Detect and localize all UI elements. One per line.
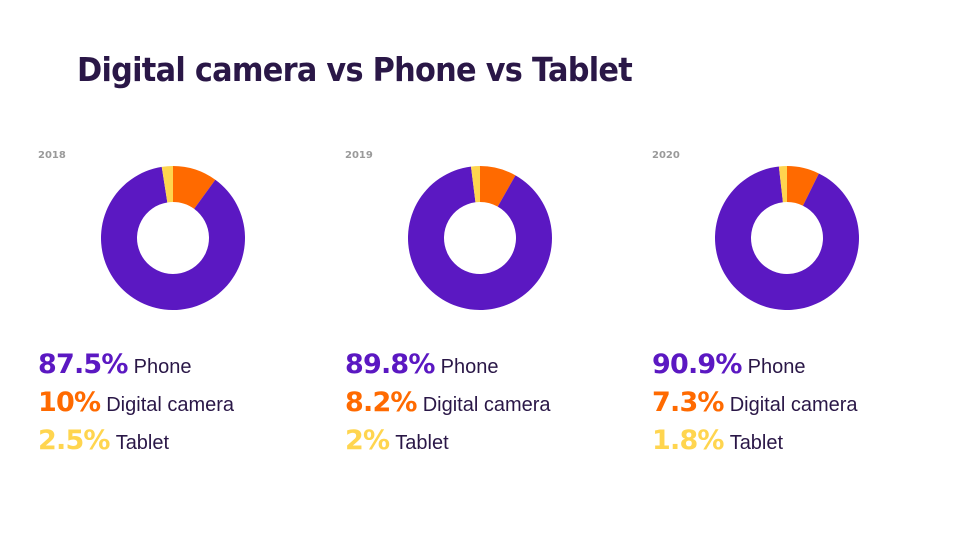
donut-slice-tablet bbox=[470, 166, 480, 203]
page-title: Digital camera vs Phone vs Tablet bbox=[77, 50, 633, 89]
legend-value: 87.5% bbox=[38, 349, 128, 380]
donut-slice-tablet bbox=[778, 166, 787, 203]
legend-item-tablet: 1.8% Tablet bbox=[652, 422, 858, 460]
legend-label: Phone bbox=[133, 356, 192, 378]
legend-label: Digital camera bbox=[422, 394, 551, 416]
chart-legend: 89.8% Phone 8.2% Digital camera 2% Tablet bbox=[345, 346, 551, 460]
chart-panel-2019: 2019 89.8% Phone 8.2% Digital camera 2% Tab… bbox=[345, 0, 645, 540]
legend-item-digital-camera: 10% Digital camera bbox=[38, 384, 234, 422]
chart-year-label: 2020 bbox=[652, 150, 680, 161]
legend-value: 89.8% bbox=[345, 349, 435, 380]
legend-value: 90.9% bbox=[652, 349, 742, 380]
chart-panel-2020: 2020 90.9% Phone 7.3% Digital camera 1.8% T… bbox=[652, 0, 952, 540]
legend-label: Digital camera bbox=[106, 394, 235, 416]
donut-slice-phone bbox=[408, 166, 552, 310]
donut-chart bbox=[715, 166, 859, 310]
donut-slice-digital-camera bbox=[787, 166, 819, 206]
legend-value: 10% bbox=[38, 387, 101, 418]
donut-slice-digital-camera bbox=[173, 166, 216, 209]
legend-value: 2.5% bbox=[38, 425, 110, 456]
legend-label: Tablet bbox=[729, 432, 784, 454]
legend-item-digital-camera: 8.2% Digital camera bbox=[345, 384, 551, 422]
legend-label: Digital camera bbox=[729, 394, 858, 416]
legend-value: 7.3% bbox=[652, 387, 724, 418]
legend-item-tablet: 2% Tablet bbox=[345, 422, 551, 460]
donut-slice-phone bbox=[715, 166, 859, 310]
chart-legend: 90.9% Phone 7.3% Digital camera 1.8% Tablet bbox=[652, 346, 858, 460]
chart-legend: 87.5% Phone 10% Digital camera 2.5% Tablet bbox=[38, 346, 234, 460]
donut-slice-digital-camera bbox=[480, 166, 516, 207]
donut-chart bbox=[101, 166, 245, 310]
legend-value: 1.8% bbox=[652, 425, 724, 456]
donut-slice-phone bbox=[101, 166, 245, 310]
chart-panel-2018: 2018 87.5% Phone 10% Digital camera 2.5% Ta… bbox=[38, 0, 338, 540]
legend-item-phone: 89.8% Phone bbox=[345, 346, 551, 384]
legend-label: Tablet bbox=[115, 432, 170, 454]
legend-value: 2% bbox=[345, 425, 390, 456]
legend-label: Tablet bbox=[395, 432, 449, 454]
donut-slice-tablet bbox=[161, 166, 173, 203]
donut-chart bbox=[408, 166, 552, 310]
legend-item-phone: 90.9% Phone bbox=[652, 346, 858, 384]
legend-item-phone: 87.5% Phone bbox=[38, 346, 234, 384]
legend-value: 8.2% bbox=[345, 387, 417, 418]
legend-label: Phone bbox=[747, 356, 806, 378]
chart-year-label: 2018 bbox=[38, 150, 66, 161]
chart-year-label: 2019 bbox=[345, 150, 373, 161]
legend-label: Phone bbox=[440, 356, 499, 378]
legend-item-tablet: 2.5% Tablet bbox=[38, 422, 234, 460]
legend-item-digital-camera: 7.3% Digital camera bbox=[652, 384, 858, 422]
